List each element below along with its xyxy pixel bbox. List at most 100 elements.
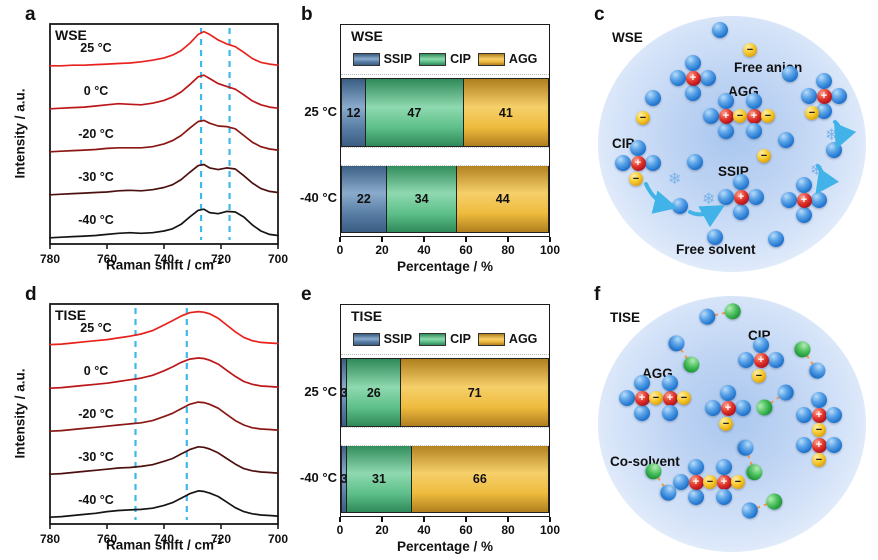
solvent-molecule: [634, 405, 650, 421]
solvent-molecule: [801, 88, 817, 104]
x-tick-mark: [465, 517, 467, 522]
minus-sign: −: [755, 369, 763, 382]
bar-value: 3: [340, 471, 348, 486]
temperature-label: 0 °C: [84, 364, 108, 378]
x-axis-label-sup: -1: [214, 256, 223, 266]
plus-sign: +: [737, 190, 745, 203]
legend-item: CIP: [419, 52, 471, 66]
x-axis-label-text: Raman shift / cm: [105, 257, 214, 273]
solvent-molecule: [746, 93, 762, 109]
legend-item: AGG: [477, 52, 537, 66]
bar-segment-cip: 31: [347, 444, 412, 513]
spectrum-curve: [49, 310, 279, 346]
x-axis-label: Percentage / %: [396, 259, 494, 274]
legend-item: AGG: [477, 332, 538, 346]
solvent-molecule: [634, 375, 650, 391]
solvation-scene-wse: WSE − Free anion + − AGG + − + − + − ❄ ❄ + − CIP + − ❄ ❄ SSIP…: [598, 16, 866, 272]
bar-value: 12: [346, 105, 361, 120]
anion-molecule: −: [812, 423, 826, 437]
plus-sign: +: [750, 109, 758, 122]
temperature-label: -30 °C: [78, 450, 114, 464]
x-tick-label: 40: [417, 243, 431, 257]
cation-molecule: +: [733, 189, 749, 205]
minus-sign: −: [815, 423, 823, 436]
x-axis-ticks: 0 20 40 60 80 100: [337, 237, 560, 259]
x-tick-label: 0: [336, 523, 344, 537]
x-tick-label: 40: [417, 523, 431, 537]
bar-row-label: -40 °C: [300, 190, 337, 205]
x-tick-label: 60: [459, 243, 473, 257]
chart-title: TISE: [351, 308, 383, 324]
x-tick-mark: [549, 237, 551, 242]
plus-sign: +: [815, 408, 823, 421]
legend-separator: [341, 74, 549, 75]
x-axis-ticks: 0 20 40 60 80 100: [336, 517, 560, 539]
solvent-molecule: [619, 390, 635, 406]
solvent-molecule: [705, 400, 721, 416]
x-tick-label: 80: [501, 523, 515, 537]
x-tick-label: 100: [539, 523, 561, 537]
solvent-molecule: [768, 352, 784, 368]
legend-label: AGG: [508, 332, 538, 346]
solvent-molecule: [615, 155, 631, 171]
bar-segment-agg: 66: [411, 444, 549, 513]
solvent-molecule: [700, 70, 716, 86]
minus-sign: −: [736, 109, 744, 122]
solvent-molecule: [672, 198, 688, 214]
plus-sign: +: [638, 391, 646, 404]
solvent-molecule: [720, 385, 736, 401]
anion-molecule: −: [752, 369, 766, 383]
spectrum-curve: [49, 445, 279, 476]
legend-separator: [341, 354, 549, 355]
legend-swatch: [419, 332, 447, 346]
bar-segment-ssip: 22: [341, 164, 387, 233]
anion-molecule: −: [636, 111, 650, 125]
snowflake-icon: ❄: [810, 162, 824, 179]
x-tick-label: 760: [97, 252, 117, 266]
bar-value: 34: [414, 191, 429, 206]
legend-item: SSIP: [352, 332, 412, 346]
panel-a-raman-wse: a Intensity / a.u. WSE 25 °C 0 °C -20 °C -30…: [0, 0, 295, 280]
bar-value: 66: [472, 471, 487, 486]
plus-sign: +: [815, 438, 823, 451]
anion-molecule: −: [731, 475, 745, 489]
x-tick-label: 60: [459, 523, 473, 537]
anion-molecule: −: [812, 453, 826, 467]
minus-sign: −: [722, 417, 730, 430]
x-axis-label: Raman shift / cm-1: [50, 256, 278, 273]
bar-segment-ssip: 3: [341, 358, 348, 427]
solvent-molecule: [816, 73, 832, 89]
plot-title: WSE: [55, 27, 87, 43]
bar-gap-band: [341, 427, 549, 446]
solvent-molecule: [733, 174, 749, 190]
anion-molecule: −: [703, 475, 717, 489]
minus-sign: −: [680, 391, 688, 404]
x-axis-label: Raman shift / cm-1: [50, 536, 278, 553]
anion-molecule: −: [757, 149, 771, 163]
plus-sign: +: [724, 401, 732, 414]
solvent-molecule: [816, 103, 832, 119]
x-tick-label: 720: [211, 532, 231, 546]
x-tick-label: 740: [154, 252, 174, 266]
legend-swatch: [352, 52, 380, 66]
cation-molecule: +: [811, 437, 827, 453]
temperature-label: 25 °C: [80, 321, 111, 335]
solvent-molecule: [782, 66, 798, 82]
panel-letter: a: [25, 4, 36, 25]
legend: SSIP CIP AGG: [341, 332, 549, 346]
solvent-molecule: [630, 140, 646, 156]
solvent-molecule: [688, 489, 704, 505]
solvent-molecule: [685, 85, 701, 101]
x-tick-mark: [339, 237, 341, 242]
bar-value: 22: [356, 191, 371, 206]
solvent-molecule: [748, 189, 764, 205]
x-tick-mark: [465, 237, 467, 242]
x-tick-mark: [423, 237, 425, 242]
panel-d-raman-tise: d Intensity / a.u. TISE 25 °C 0 °C -20 °C -3…: [0, 280, 295, 560]
x-tick-mark: [507, 517, 509, 522]
stacked-bar: 3 26 71: [341, 358, 549, 427]
solvent-molecule: [796, 177, 812, 193]
plus-sign: +: [722, 109, 730, 122]
